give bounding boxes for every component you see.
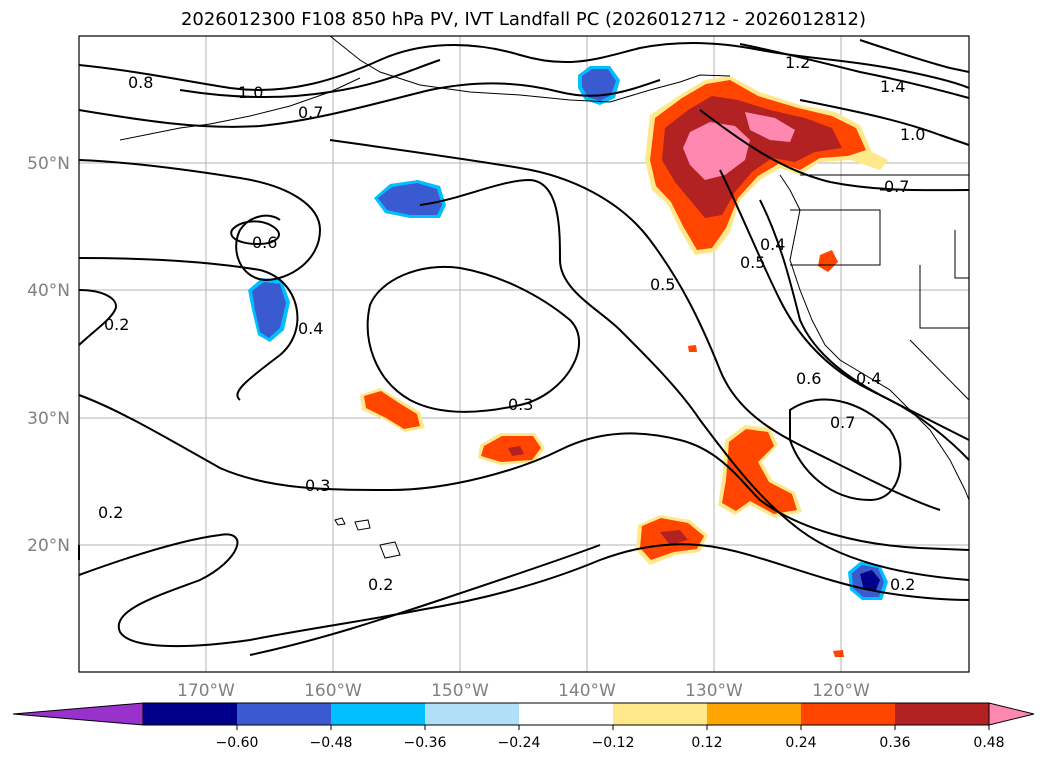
colorbar-tick-label: −0.48: [310, 735, 353, 751]
lon-label: 170°W: [177, 681, 235, 701]
contour-0-3-loop: [366, 265, 581, 413]
contour-label: 1.0: [900, 125, 925, 144]
pv-region-g: [833, 650, 844, 657]
contour-0-6-west: [78, 159, 322, 282]
contour-label: 0.2: [98, 503, 123, 522]
hawaii-islands: [334, 517, 401, 559]
colorbar-frame: [142, 702, 990, 726]
latitude-labels: 50°N 40°N 30°N 20°N: [27, 154, 70, 556]
colorbar-segment: [519, 703, 613, 725]
contour-label: 1.4: [880, 77, 905, 96]
colorbar-tick-label: 0.24: [785, 735, 816, 751]
colorbar-tick-label: 0.48: [973, 735, 1004, 751]
pv-region-b-red: [508, 446, 524, 456]
lon-label: 150°W: [431, 681, 489, 701]
pv-region-d-red: [660, 530, 688, 545]
contour-0-8-top: [78, 41, 970, 91]
colorbar-tick-label: −0.12: [592, 735, 635, 751]
pv-region-neg-1-inner: [378, 183, 442, 215]
contour-label: 0.7: [884, 177, 909, 196]
colorbar-extend-low: [12, 702, 144, 726]
lon-label: 120°W: [812, 681, 870, 701]
contour-label: 0.7: [298, 103, 323, 122]
colorbar-segment: [143, 703, 237, 725]
colorbar-segment: [237, 703, 331, 725]
contour-label: 0.4: [760, 235, 785, 254]
contour-1-0-east: [799, 99, 970, 146]
contour-0-4: [78, 257, 299, 401]
contour-label: 0.7: [830, 413, 855, 432]
contour-label: 0.5: [650, 275, 675, 294]
contour-0-4-mid: [419, 178, 970, 581]
contour-label: 1.0: [238, 83, 263, 102]
pv-region-neg-3-inner: [582, 69, 616, 101]
contour-label: 0.6: [796, 369, 821, 388]
colorbar-segment: [613, 703, 707, 725]
colorbar-tick-label: −0.24: [498, 735, 541, 751]
contour-labels: 0.8 1.0 0.7 1.2 1.4 1.0 0.7 0.6 0.4 0.5 …: [98, 53, 925, 594]
pv-region-neg-4-core: [860, 570, 880, 590]
colorbar-extend-high: [988, 702, 1035, 726]
colorbar-segment: [895, 703, 989, 725]
colorbar-segment: [707, 703, 801, 725]
contour-0-2-south: [249, 544, 601, 656]
contour-label: 0.3: [508, 395, 533, 414]
contour-label: 0.5: [740, 253, 765, 272]
contour-0-7-east: [699, 109, 970, 192]
contour-label: 0.4: [856, 369, 881, 388]
contour-1-4: [859, 39, 970, 73]
contour-label: 0.2: [368, 575, 393, 594]
colorbar-segment: [425, 703, 519, 725]
contour-label: 1.2: [785, 53, 810, 72]
pv-region-c-orange: [722, 429, 797, 514]
pv-region-neg-2-inner: [252, 282, 286, 338]
pv-region-f: [688, 345, 697, 352]
colorbar-segment: [801, 703, 895, 725]
map-gridlines: [79, 36, 969, 672]
contour-0-2-mid: [78, 533, 970, 648]
colorbar-tick-label: −0.60: [216, 735, 259, 751]
colorbar-tick-label: 0.36: [879, 735, 910, 751]
lon-label: 130°W: [685, 681, 743, 701]
coastline-alaska: [329, 35, 731, 103]
pv-region-a-orange: [364, 391, 420, 429]
lat-label: 20°N: [27, 536, 70, 556]
pv-region-pnw-pink2: [745, 112, 795, 142]
colorbar-tick-label: 0.12: [691, 735, 722, 751]
contour-0-5: [329, 139, 941, 511]
contour-0-7: [78, 79, 661, 128]
map-title: 2026012300 F108 850 hPa PV, IVT Landfall…: [180, 9, 867, 30]
pv-region-e: [818, 250, 838, 272]
contour-label: 0.3: [305, 476, 330, 495]
contour-0-7-loop: [789, 398, 902, 502]
contour-0-5-east: [719, 169, 970, 441]
contour-1-0: [179, 59, 441, 99]
contour-label: 0.8: [128, 73, 153, 92]
contour-0-6-east: [759, 199, 970, 461]
longitude-labels: 170°W 160°W 150°W 140°W 130°W 120°W: [177, 681, 870, 701]
pv-region-pnw-pink: [683, 122, 750, 180]
contour-1-2: [739, 43, 970, 99]
pv-contours: [78, 39, 970, 656]
lon-label: 140°W: [558, 681, 616, 701]
colorbar-segment: [331, 703, 425, 725]
map-frame: [78, 35, 970, 673]
pv-filled-regions: [248, 66, 888, 657]
colorbar: −0.60 −0.48 −0.36 −0.24 −0.12 0.12 0.24 0.36 0.4…: [12, 702, 1035, 751]
lon-label: 160°W: [304, 681, 362, 701]
colorbar-tick-label: −0.36: [404, 735, 447, 751]
contour-label: 0.6: [252, 233, 277, 252]
lat-label: 50°N: [27, 154, 70, 174]
lat-label: 30°N: [27, 409, 70, 429]
contour-label: 0.2: [104, 315, 129, 334]
contour-label: 0.2: [890, 575, 915, 594]
lat-label: 40°N: [27, 281, 70, 301]
contour-0-2-west: [78, 289, 117, 346]
coastline-aleutians: [119, 77, 361, 141]
coastline-west-us: [779, 174, 970, 501]
contour-0-6-loop: [230, 220, 280, 246]
contour-0-3: [78, 394, 970, 551]
contour-label: 0.4: [298, 319, 323, 338]
